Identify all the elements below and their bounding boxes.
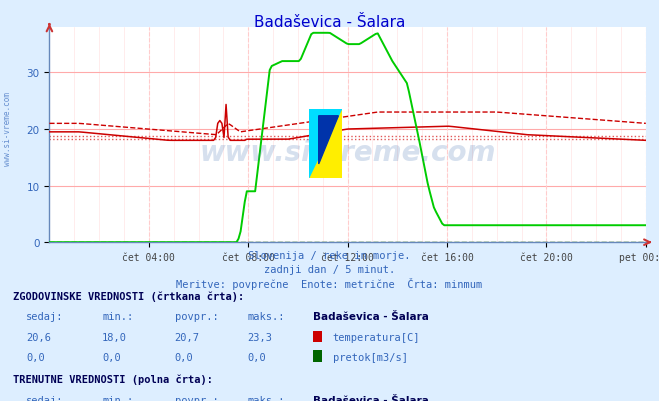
Text: min.:: min.: bbox=[102, 312, 133, 322]
Text: povpr.:: povpr.: bbox=[175, 395, 218, 401]
Text: pretok[m3/s]: pretok[m3/s] bbox=[333, 352, 408, 362]
Text: www.si-vreme.com: www.si-vreme.com bbox=[3, 91, 13, 165]
Text: 23,3: 23,3 bbox=[247, 332, 272, 342]
Text: ZGODOVINSKE VREDNOSTI (črtkana črta):: ZGODOVINSKE VREDNOSTI (črtkana črta): bbox=[13, 291, 244, 301]
Text: www.si-vreme.com: www.si-vreme.com bbox=[200, 138, 496, 166]
Text: 0,0: 0,0 bbox=[26, 352, 45, 362]
Polygon shape bbox=[309, 109, 341, 178]
Text: sedaj:: sedaj: bbox=[26, 395, 64, 401]
Text: 0,0: 0,0 bbox=[102, 352, 121, 362]
Text: min.:: min.: bbox=[102, 395, 133, 401]
Polygon shape bbox=[319, 116, 338, 164]
Text: TRENUTNE VREDNOSTI (polna črta):: TRENUTNE VREDNOSTI (polna črta): bbox=[13, 374, 213, 384]
Text: Slovenija / reke in morje.: Slovenija / reke in morje. bbox=[248, 251, 411, 261]
Text: 18,0: 18,0 bbox=[102, 332, 127, 342]
Text: zadnji dan / 5 minut.: zadnji dan / 5 minut. bbox=[264, 264, 395, 274]
Text: 0,0: 0,0 bbox=[175, 352, 193, 362]
Text: temperatura[C]: temperatura[C] bbox=[333, 332, 420, 342]
Text: maks.:: maks.: bbox=[247, 395, 285, 401]
Text: Meritve: povprečne  Enote: metrične  Črta: minmum: Meritve: povprečne Enote: metrične Črta:… bbox=[177, 277, 482, 289]
Text: Badaševica - Šalara: Badaševica - Šalara bbox=[313, 395, 429, 401]
Text: 20,6: 20,6 bbox=[26, 332, 51, 342]
Text: 0,0: 0,0 bbox=[247, 352, 266, 362]
Text: Badaševica - Šalara: Badaševica - Šalara bbox=[313, 312, 429, 322]
Text: sedaj:: sedaj: bbox=[26, 312, 64, 322]
Text: maks.:: maks.: bbox=[247, 312, 285, 322]
Text: 20,7: 20,7 bbox=[175, 332, 200, 342]
Text: Badaševica - Šalara: Badaševica - Šalara bbox=[254, 15, 405, 30]
Text: povpr.:: povpr.: bbox=[175, 312, 218, 322]
